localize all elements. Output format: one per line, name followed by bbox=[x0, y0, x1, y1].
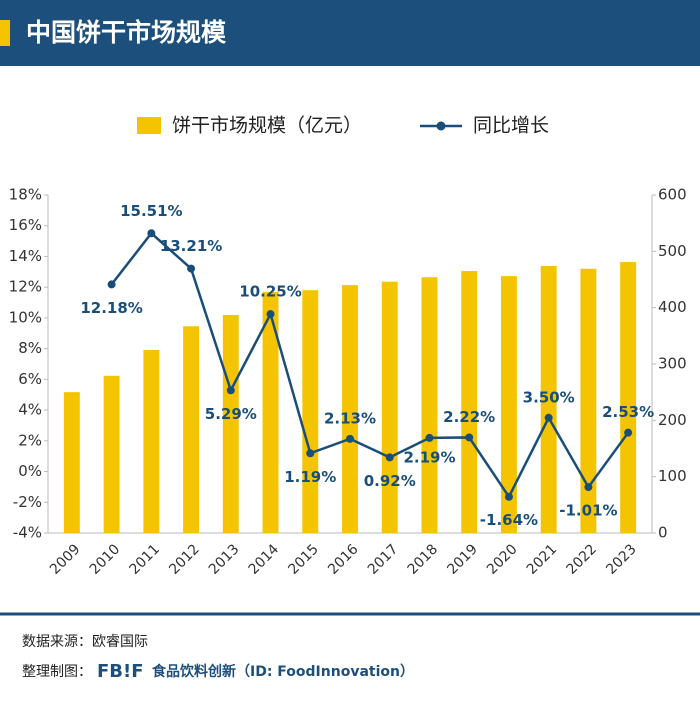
bar bbox=[500, 276, 517, 533]
x-tick-label: 2023 bbox=[603, 541, 640, 578]
line-marker bbox=[504, 492, 513, 501]
bar bbox=[540, 265, 557, 533]
y-tick-label: 4% bbox=[18, 401, 42, 419]
data-label: 2.13% bbox=[324, 409, 376, 427]
footer-logo: FB!F bbox=[97, 661, 144, 682]
data-label: 3.50% bbox=[523, 388, 575, 406]
data-label: 15.51% bbox=[120, 202, 182, 220]
x-tick-label: 2016 bbox=[325, 541, 362, 578]
line-marker bbox=[584, 483, 593, 492]
y2-tick-label: 400 bbox=[658, 298, 687, 316]
data-label: 10.25% bbox=[239, 283, 301, 301]
line-marker bbox=[306, 449, 315, 458]
y2-tick-label: 300 bbox=[658, 355, 687, 373]
bar bbox=[421, 277, 438, 533]
data-label: 13.21% bbox=[160, 237, 222, 255]
line-marker bbox=[346, 434, 354, 443]
x-tick-label: 2019 bbox=[444, 541, 481, 578]
x-tick-label: 2011 bbox=[126, 541, 163, 578]
x-tick-label: 2013 bbox=[206, 541, 243, 578]
line-marker bbox=[544, 413, 553, 422]
y-tick-label: 16% bbox=[9, 216, 42, 234]
y2-tick-label: 500 bbox=[658, 242, 687, 260]
bar bbox=[143, 349, 160, 533]
x-tick-label: 2014 bbox=[246, 541, 283, 578]
data-label: 2.19% bbox=[403, 448, 455, 466]
bar bbox=[103, 375, 120, 533]
line-marker bbox=[266, 310, 275, 319]
x-tick-label: 2015 bbox=[285, 541, 322, 578]
bar bbox=[222, 314, 239, 533]
line-marker bbox=[187, 264, 196, 273]
line-marker bbox=[425, 433, 434, 442]
y-tick-label: 6% bbox=[18, 370, 42, 388]
line bbox=[110, 231, 630, 500]
footer-credit: 食品饮料创新（ID: FoodInnovation） bbox=[152, 663, 414, 680]
data-label: 1.19% bbox=[284, 468, 336, 486]
x-tick-label: 2022 bbox=[564, 541, 601, 578]
x-tick-label: 2021 bbox=[524, 541, 561, 578]
legend-bar-swatch bbox=[137, 117, 161, 134]
data-label: 5.29% bbox=[205, 405, 257, 423]
title-bar bbox=[0, 0, 700, 66]
bar bbox=[580, 268, 597, 533]
y2-tick-label: 600 bbox=[658, 186, 687, 204]
y-tick-label: 12% bbox=[9, 278, 42, 296]
line-marker bbox=[226, 386, 235, 395]
data-label: 2.22% bbox=[443, 408, 495, 426]
y-tick-label: 8% bbox=[18, 339, 42, 357]
title-accent bbox=[0, 20, 10, 46]
y-tick-label: 2% bbox=[18, 431, 42, 449]
x-tick-label: 2017 bbox=[365, 541, 402, 578]
bar bbox=[620, 262, 637, 533]
data-label: -1.01% bbox=[559, 502, 617, 520]
y2-tick-label: 100 bbox=[658, 467, 687, 485]
footer-source: 数据来源：欧睿国际 bbox=[22, 634, 148, 650]
x-tick-label: 2009 bbox=[47, 541, 84, 578]
legend-label: 同比增长 bbox=[473, 115, 549, 137]
x-tick-label: 2020 bbox=[484, 541, 521, 578]
y-tick-label: 10% bbox=[9, 308, 42, 326]
y-tick-label: -2% bbox=[13, 493, 42, 511]
footer-credit-label: 整理制图： bbox=[22, 664, 92, 680]
line-marker bbox=[465, 433, 474, 442]
data-label: -1.64% bbox=[480, 511, 538, 529]
bar bbox=[302, 290, 319, 533]
x-tick-label: 2012 bbox=[166, 541, 203, 578]
bar bbox=[63, 392, 80, 533]
x-tick-label: 2018 bbox=[405, 541, 442, 578]
line-marker bbox=[624, 428, 633, 437]
y-tick-label: 0% bbox=[18, 462, 42, 480]
y2-tick-label: 0 bbox=[658, 524, 668, 542]
bar bbox=[262, 291, 279, 533]
data-label: 12.18% bbox=[80, 299, 142, 317]
y2-tick-label: 200 bbox=[658, 411, 687, 429]
line-marker bbox=[107, 280, 116, 289]
chart-title: 中国饼干市场规模 bbox=[26, 18, 227, 47]
legend-line-marker bbox=[436, 121, 446, 131]
line-marker bbox=[147, 229, 156, 238]
y-tick-label: 14% bbox=[9, 247, 42, 265]
y-tick-label: 18% bbox=[9, 186, 42, 204]
bar bbox=[381, 281, 398, 533]
x-tick-label: 2010 bbox=[87, 541, 124, 578]
data-label: 0.92% bbox=[364, 472, 416, 490]
legend-label: 饼干市场规模（亿元） bbox=[172, 115, 362, 137]
y-tick-label: -4% bbox=[13, 524, 42, 542]
line-marker bbox=[385, 453, 394, 462]
bar bbox=[183, 326, 200, 533]
data-label: 2.53% bbox=[602, 403, 654, 421]
bar bbox=[461, 271, 478, 533]
bar bbox=[342, 285, 358, 533]
